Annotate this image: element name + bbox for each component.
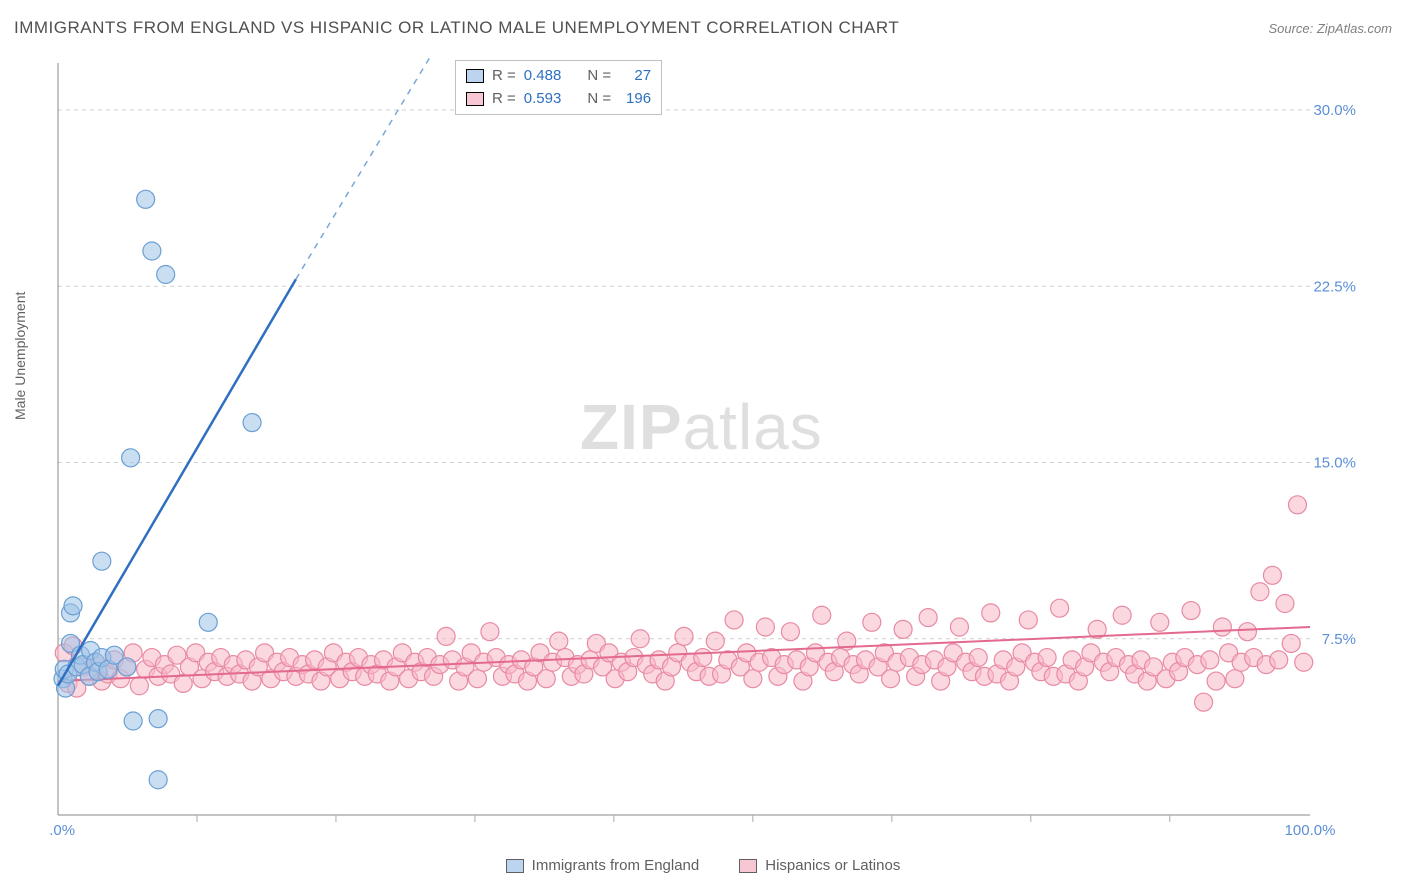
r-label: R = — [492, 65, 516, 88]
legend-item-pink: Hispanics or Latinos — [739, 857, 900, 874]
correlation-legend: R = 0.488 N = 27 R = 0.593 N = 196 — [455, 60, 662, 115]
svg-text:30.0%: 30.0% — [1313, 102, 1356, 119]
r-value-blue: 0.488 — [524, 65, 562, 88]
n-value-blue: 27 — [619, 65, 651, 88]
svg-text:7.5%: 7.5% — [1322, 631, 1356, 648]
legend-item-blue: Immigrants from England — [506, 857, 700, 874]
svg-text:100.0%: 100.0% — [1285, 822, 1336, 835]
r-label: R = — [492, 88, 516, 111]
y-axis-label: Male Unemployment — [12, 292, 28, 420]
legend-label-blue: Immigrants from England — [532, 857, 700, 874]
legend-swatch-blue — [466, 69, 484, 83]
legend-row-blue: R = 0.488 N = 27 — [466, 65, 651, 88]
n-label: N = — [587, 88, 611, 111]
scatter-plot: 7.5% 15.0% 22.5% 30.0% 0.0% 100.0% — [50, 55, 1360, 835]
series-legend: Immigrants from England Hispanics or Lat… — [0, 857, 1406, 874]
svg-text:15.0%: 15.0% — [1313, 455, 1356, 472]
legend-swatch-pink — [739, 859, 757, 873]
chart-title: IMMIGRANTS FROM ENGLAND VS HISPANIC OR L… — [14, 18, 899, 38]
legend-label-pink: Hispanics or Latinos — [765, 857, 900, 874]
svg-text:22.5%: 22.5% — [1313, 278, 1356, 295]
legend-swatch-pink — [466, 92, 484, 106]
n-label: N = — [587, 65, 611, 88]
legend-row-pink: R = 0.593 N = 196 — [466, 88, 651, 111]
n-value-pink: 196 — [619, 88, 651, 111]
source-label: Source: ZipAtlas.com — [1268, 21, 1392, 36]
r-value-pink: 0.593 — [524, 88, 562, 111]
svg-text:0.0%: 0.0% — [50, 822, 75, 835]
legend-swatch-blue — [506, 859, 524, 873]
